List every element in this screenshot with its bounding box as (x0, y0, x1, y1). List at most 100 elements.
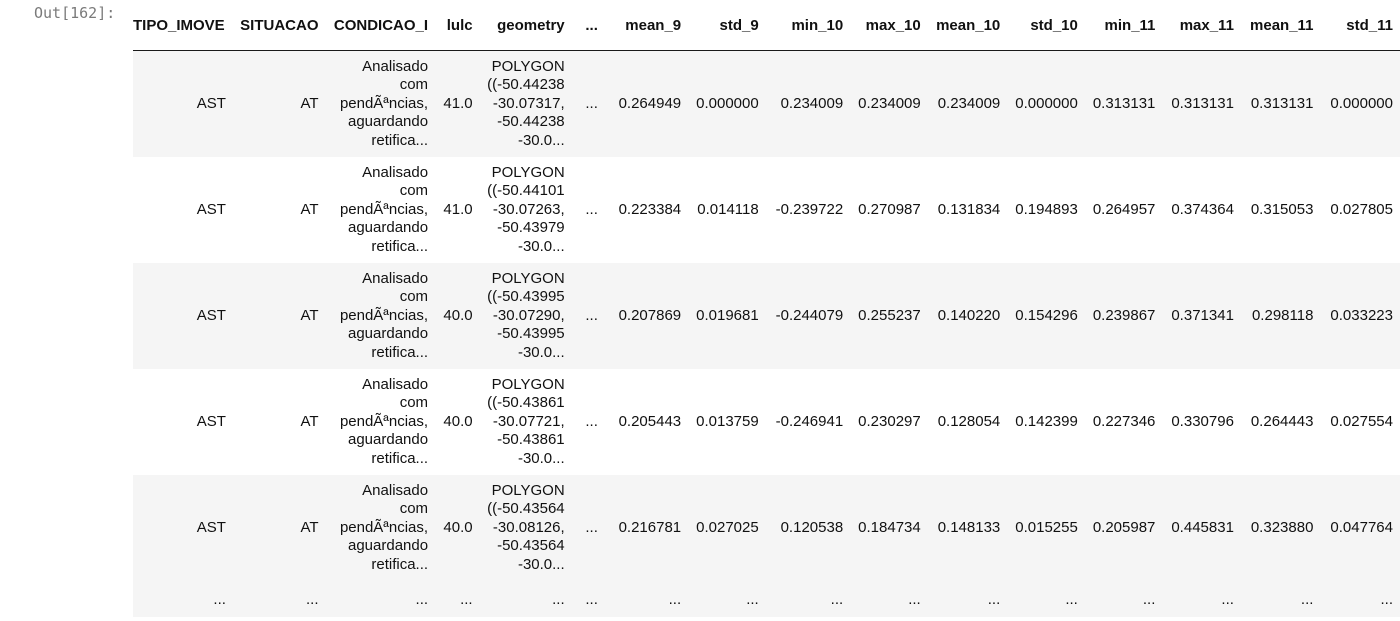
cell-value: 0.445831 (1162, 475, 1241, 581)
cell-text-line: -30.07290, (492, 306, 565, 324)
cell-condicao: Analisado com pendÃªncias, aguardando retifi… (325, 157, 436, 263)
cell-text-line: pendÃªncias, (339, 306, 429, 324)
column-header: CONDICAO_I (325, 0, 436, 51)
cell-ellipsis: ... (232, 581, 326, 617)
cell-value: 0.000000 (1007, 50, 1085, 157)
ellipsis-row: ........................................… (133, 581, 1400, 617)
cell-text-line: Analisado (362, 163, 429, 181)
cell-geometry: POLYGON ((-50.43995 -30.07290, -50.43995 -30… (479, 263, 572, 369)
cell-ellipsis: ... (325, 581, 436, 617)
cell-ellipsis: ... (1320, 581, 1400, 617)
cell-value: 0.131834 (927, 157, 1008, 263)
column-header: ... (571, 0, 605, 51)
cell-ellipsis: ... (1162, 581, 1241, 617)
cell-text-line: com (399, 394, 429, 412)
cell-ellipsis: ... (133, 581, 233, 617)
table-row: AST AT Analisado com pendÃªncias, aguardando r… (133, 263, 1400, 369)
cell-value: 0.000000 (1320, 50, 1400, 157)
cell-text-line: com (399, 182, 429, 200)
cell-value: 0.019681 (688, 263, 766, 369)
cell-value: 0.374364 (1162, 157, 1241, 263)
cell-value: 0.234009 (765, 50, 851, 157)
cell-text-line: -30.07317, (492, 94, 565, 112)
column-header: std_11 (1320, 0, 1400, 51)
cell-value: 0.120538 (765, 475, 851, 581)
cell-condicao: Analisado com pendÃªncias, aguardando retifi… (325, 475, 436, 581)
cell-text-line: -30.0... (517, 449, 565, 467)
cell-text-line: pendÃªncias, (339, 94, 429, 112)
column-header: mean_10 (927, 0, 1008, 51)
cell-tipo-imove: AST (133, 263, 233, 369)
cell-text-line: aguardando (347, 113, 429, 131)
cell-text-line: Analisado (362, 269, 429, 287)
column-header: min_11 (1084, 0, 1163, 51)
cell-text-line: aguardando (347, 325, 429, 343)
cell-value: 0.298118 (1240, 263, 1321, 369)
cell-ellipsis: ... (604, 581, 689, 617)
cell-tipo-imove: AST (133, 50, 233, 157)
cell-value: 0.014118 (688, 157, 766, 263)
cell-text-line: -30.0... (517, 555, 565, 573)
column-header: std_10 (1007, 0, 1085, 51)
cell-value: 0.154296 (1007, 263, 1085, 369)
dataframe-output: TIPO_IMOVE SITUACAO CONDICAO_I lulc geometry… (133, 0, 1400, 621)
cell-text-line: POLYGON (491, 481, 565, 499)
cell-situacao: AT (232, 369, 326, 475)
cell-lulc: 40.0 (435, 475, 480, 581)
cell-value: 0.047764 (1320, 475, 1400, 581)
cell-tipo-imove: AST (133, 369, 233, 475)
cell-text-line: Analisado (362, 375, 429, 393)
cell-value: 0.270987 (850, 157, 928, 263)
cell-ellipsis: ... (1007, 581, 1085, 617)
cell-ellipsis: ... (571, 157, 605, 263)
cell-ellipsis: ... (571, 50, 605, 157)
cell-condicao: Analisado com pendÃªncias, aguardando retifi… (325, 50, 436, 157)
cell-value: -0.239722 (765, 157, 851, 263)
cell-ellipsis: ... (571, 581, 605, 617)
cell-text-line: -30.07263, (492, 200, 565, 218)
cell-value: 0.255237 (850, 263, 928, 369)
cell-ellipsis: ... (765, 581, 851, 617)
cell-lulc: 41.0 (435, 50, 480, 157)
cell-value: 0.027805 (1320, 157, 1400, 263)
cell-text-line: -30.0... (517, 131, 565, 149)
cell-value: 0.140220 (927, 263, 1008, 369)
cell-value: 0.264949 (604, 50, 689, 157)
column-header: mean_9 (604, 0, 689, 51)
cell-ellipsis: ... (571, 263, 605, 369)
cell-value: 0.000000 (688, 50, 766, 157)
cell-text-line: -30.07721, (492, 412, 565, 430)
output-prompt: Out[162]: (34, 4, 116, 22)
cell-value: 0.205443 (604, 369, 689, 475)
cell-text-line: ((-50.43564 (487, 500, 565, 518)
cell-text-line: ((-50.43861 (487, 394, 565, 412)
table-row: AST AT Analisado com pendÃªncias, aguardando r… (133, 369, 1400, 475)
cell-value: 0.194893 (1007, 157, 1085, 263)
cell-value: 0.027025 (688, 475, 766, 581)
cell-value: -0.246941 (765, 369, 851, 475)
table-row: AST AT Analisado com pendÃªncias, aguardando r… (133, 475, 1400, 581)
cell-geometry: POLYGON ((-50.44101 -30.07263, -50.43979 -30… (479, 157, 572, 263)
cell-ellipsis: ... (850, 581, 928, 617)
cell-geometry: POLYGON ((-50.43861 -30.07721, -50.43861 -30… (479, 369, 572, 475)
cell-value: 0.128054 (927, 369, 1008, 475)
cell-text-line: -30.0... (517, 343, 565, 361)
cell-value: 0.313131 (1162, 50, 1241, 157)
cell-tipo-imove: AST (133, 157, 233, 263)
cell-text-line: -50.43861 (497, 431, 565, 449)
cell-text-line: aguardando (347, 219, 429, 237)
cell-text-line: -50.43564 (497, 537, 565, 555)
cell-ellipsis: ... (479, 581, 572, 617)
cell-text-line: ((-50.44101 (487, 182, 565, 200)
cell-text-line: pendÃªncias, (339, 200, 429, 218)
cell-ellipsis: ... (571, 369, 605, 475)
cell-value: 0.313131 (1084, 50, 1163, 157)
cell-text-line: POLYGON (491, 57, 565, 75)
table-row: AST AT Analisado com pendÃªncias, aguardando r… (133, 50, 1400, 157)
cell-value: 0.230297 (850, 369, 928, 475)
cell-geometry: POLYGON ((-50.44238 -30.07317, -50.44238 -30… (479, 50, 572, 157)
cell-value: 0.371341 (1162, 263, 1241, 369)
cell-text-line: com (399, 500, 429, 518)
cell-text-line: -30.08126, (492, 518, 565, 536)
cell-value: 0.013759 (688, 369, 766, 475)
